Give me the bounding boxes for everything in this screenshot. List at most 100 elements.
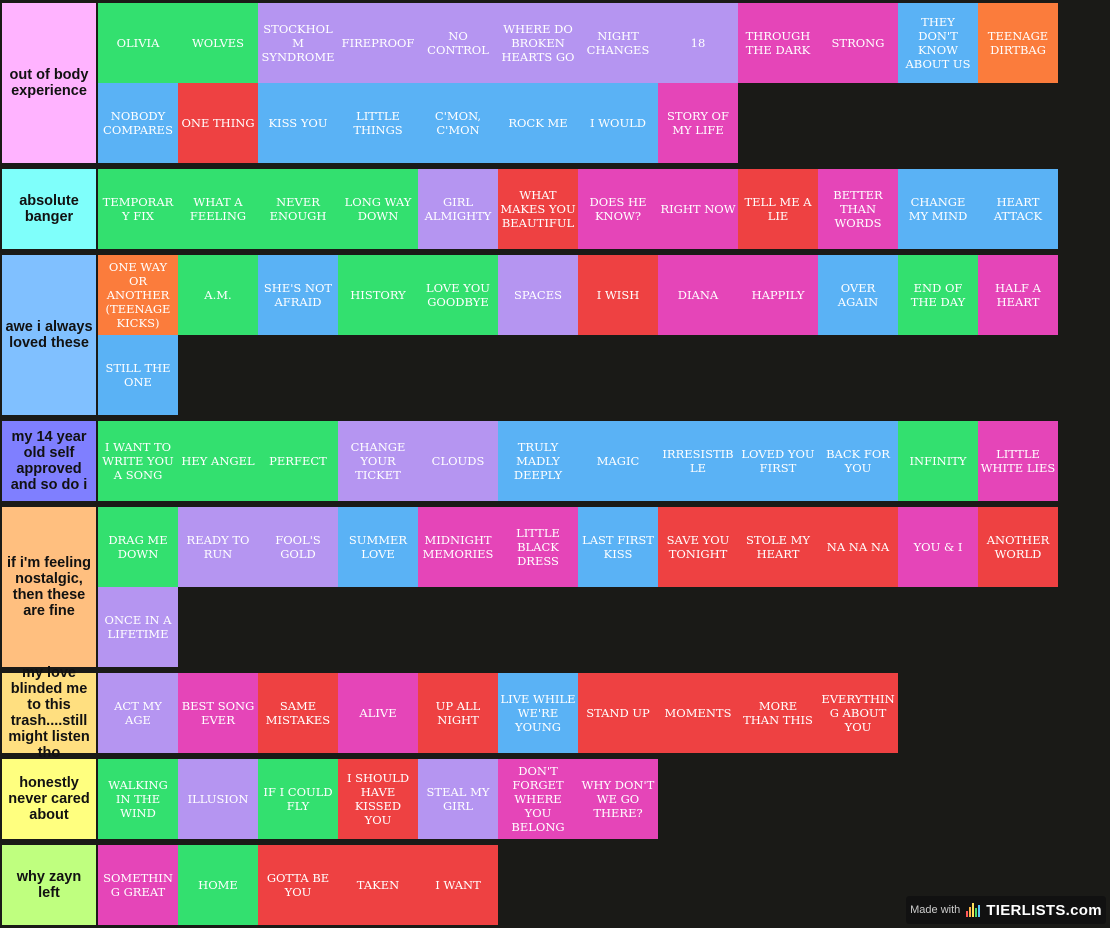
song-tile[interactable]: FIREPROOF — [338, 3, 418, 83]
song-tile[interactable]: THEY DON'T KNOW ABOUT US — [898, 3, 978, 83]
song-tile[interactable]: OVER AGAIN — [818, 255, 898, 335]
song-tile[interactable]: YOU & I — [898, 507, 978, 587]
song-tile[interactable]: HOME — [178, 845, 258, 925]
song-tile[interactable]: NO CONTROL — [418, 3, 498, 83]
song-tile[interactable]: LITTLE THINGS — [338, 83, 418, 163]
song-tile[interactable]: LITTLE WHITE LIES — [978, 421, 1058, 501]
song-tile[interactable]: LAST FIRST KISS — [578, 507, 658, 587]
tier-label[interactable]: if i'm feeling nostalgic, then these are… — [2, 507, 96, 667]
song-tile[interactable]: STORY OF MY LIFE — [658, 83, 738, 163]
song-tile[interactable]: LOVED YOU FIRST — [738, 421, 818, 501]
song-tile[interactable]: HALF A HEART — [978, 255, 1058, 335]
tier-label[interactable]: honestly never cared about — [2, 759, 96, 839]
song-tile[interactable]: SHE'S NOT AFRAID — [258, 255, 338, 335]
song-tile[interactable]: TEENAGE DIRTBAG — [978, 3, 1058, 83]
song-tile[interactable]: CHANGE MY MIND — [898, 169, 978, 249]
song-tile[interactable]: GIRL ALMIGHTY — [418, 169, 498, 249]
song-tile[interactable]: END OF THE DAY — [898, 255, 978, 335]
song-tile[interactable]: NEVER ENOUGH — [258, 169, 338, 249]
tier-row-handle[interactable] — [1060, 1, 1110, 165]
song-tile[interactable]: ACT MY AGE — [98, 673, 178, 753]
song-tile[interactable]: WHY DON'T WE GO THERE? — [578, 759, 658, 839]
made-with-tierlists-badge[interactable]: Made with TIERLISTS.com — [906, 896, 1106, 924]
song-tile[interactable]: STOLE MY HEART — [738, 507, 818, 587]
song-tile[interactable]: INFINITY — [898, 421, 978, 501]
song-tile[interactable]: DOES HE KNOW? — [578, 169, 658, 249]
tier-label[interactable]: awe i always loved these — [2, 255, 96, 415]
tier-label[interactable]: absolute banger — [2, 169, 96, 249]
song-tile[interactable]: RIGHT NOW — [658, 169, 738, 249]
song-tile[interactable]: CLOUDS — [418, 421, 498, 501]
song-tile[interactable]: ROCK ME — [498, 83, 578, 163]
song-tile[interactable]: WOLVES — [178, 3, 258, 83]
song-tile[interactable]: DRAG ME DOWN — [98, 507, 178, 587]
song-tile[interactable]: HEART ATTACK — [978, 169, 1058, 249]
song-tile[interactable]: STOCKHOLM SYNDROME — [258, 3, 338, 83]
tier-row-handle[interactable] — [1060, 253, 1110, 417]
song-tile[interactable]: MIDNIGHT MEMORIES — [418, 507, 498, 587]
song-tile[interactable]: WHAT MAKES YOU BEAUTIFUL — [498, 169, 578, 249]
song-tile[interactable]: LONG WAY DOWN — [338, 169, 418, 249]
tier-label[interactable]: my 14 year old self approved and so do i — [2, 421, 96, 501]
song-tile[interactable]: TRULY MADLY DEEPLY — [498, 421, 578, 501]
song-tile[interactable]: ONE THING — [178, 83, 258, 163]
song-tile[interactable]: STAND UP — [578, 673, 658, 753]
song-tile[interactable]: THROUGH THE DARK — [738, 3, 818, 83]
tier-row-handle[interactable] — [1060, 167, 1110, 251]
song-tile[interactable]: GOTTA BE YOU — [258, 845, 338, 925]
song-tile[interactable]: CHANGE YOUR TICKET — [338, 421, 418, 501]
song-tile[interactable]: LOVE YOU GOODBYE — [418, 255, 498, 335]
song-tile[interactable]: TEMPORARY FIX — [98, 169, 178, 249]
song-tile[interactable]: SAVE YOU TONIGHT — [658, 507, 738, 587]
song-tile[interactable]: SAME MISTAKES — [258, 673, 338, 753]
song-tile[interactable]: WALKING IN THE WIND — [98, 759, 178, 839]
tier-label[interactable]: my love blinded me to this trash....stil… — [2, 665, 96, 761]
song-tile[interactable]: DON'T FORGET WHERE YOU BELONG — [498, 759, 578, 839]
song-tile[interactable]: HEY ANGEL — [178, 421, 258, 501]
song-tile[interactable]: ILLUSION — [178, 759, 258, 839]
tier-row-handle[interactable] — [1060, 419, 1110, 503]
song-tile[interactable]: WHAT A FEELING — [178, 169, 258, 249]
song-tile[interactable]: READY TO RUN — [178, 507, 258, 587]
song-tile[interactable]: I WANT TO WRITE YOU A SONG — [98, 421, 178, 501]
song-tile[interactable]: STILL THE ONE — [98, 335, 178, 415]
song-tile[interactable]: DIANA — [658, 255, 738, 335]
song-tile[interactable]: A.M. — [178, 255, 258, 335]
tier-row-handle[interactable] — [1060, 757, 1110, 841]
tier-row-handle[interactable] — [1060, 671, 1110, 755]
song-tile[interactable]: STEAL MY GIRL — [418, 759, 498, 839]
song-tile[interactable]: I WISH — [578, 255, 658, 335]
song-tile[interactable]: NIGHT CHANGES — [578, 3, 658, 83]
song-tile[interactable]: BETTER THAN WORDS — [818, 169, 898, 249]
song-tile[interactable]: C'MON, C'MON — [418, 83, 498, 163]
song-tile[interactable]: EVERYTHING ABOUT YOU — [818, 673, 898, 753]
song-tile[interactable]: MORE THAN THIS — [738, 673, 818, 753]
song-tile[interactable]: HISTORY — [338, 255, 418, 335]
song-tile[interactable]: STRONG — [818, 3, 898, 83]
song-tile[interactable]: KISS YOU — [258, 83, 338, 163]
song-tile[interactable]: SPACES — [498, 255, 578, 335]
song-tile[interactable]: SUMMER LOVE — [338, 507, 418, 587]
song-tile[interactable]: MOMENTS — [658, 673, 738, 753]
song-tile[interactable]: NOBODY COMPARES — [98, 83, 178, 163]
song-tile[interactable]: PERFECT — [258, 421, 338, 501]
song-tile[interactable]: UP ALL NIGHT — [418, 673, 498, 753]
song-tile[interactable]: BEST SONG EVER — [178, 673, 258, 753]
tier-row-handle[interactable] — [1060, 505, 1110, 669]
song-tile[interactable]: BACK FOR YOU — [818, 421, 898, 501]
song-tile[interactable]: MAGIC — [578, 421, 658, 501]
song-tile[interactable]: ANOTHER WORLD — [978, 507, 1058, 587]
song-tile[interactable]: IF I COULD FLY — [258, 759, 338, 839]
song-tile[interactable]: 18 — [658, 3, 738, 83]
song-tile[interactable]: I SHOULD HAVE KISSED YOU — [338, 759, 418, 839]
song-tile[interactable]: LIVE WHILE WE'RE YOUNG — [498, 673, 578, 753]
song-tile[interactable]: FOOL'S GOLD — [258, 507, 338, 587]
song-tile[interactable]: LITTLE BLACK DRESS — [498, 507, 578, 587]
song-tile[interactable]: NA NA NA — [818, 507, 898, 587]
song-tile[interactable]: I WOULD — [578, 83, 658, 163]
tier-label[interactable]: out of body experience — [2, 3, 96, 163]
song-tile[interactable]: SOMETHING GREAT — [98, 845, 178, 925]
tier-label[interactable]: why zayn left — [2, 845, 96, 925]
song-tile[interactable]: OLIVIA — [98, 3, 178, 83]
song-tile[interactable]: WHERE DO BROKEN HEARTS GO — [498, 3, 578, 83]
